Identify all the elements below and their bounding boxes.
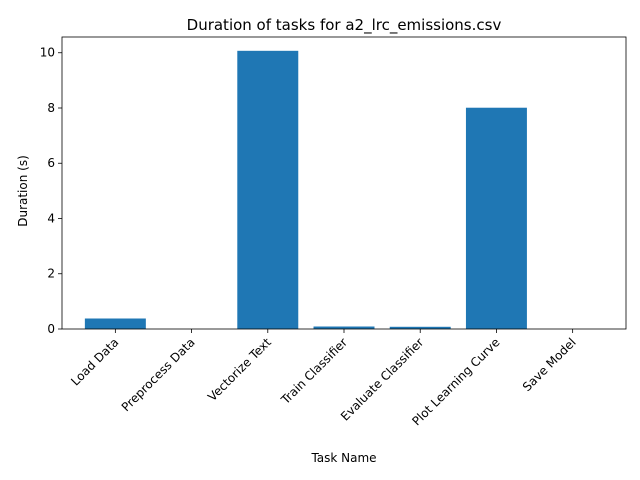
bar-5 — [465, 107, 527, 329]
x-tick-label-5: Plot Learning Curve — [409, 335, 502, 428]
x-axis-label: Task Name — [310, 451, 376, 465]
y-tick-label-4: 8 — [47, 101, 55, 115]
y-ticks-group: 0 2 4 6 8 10 — [40, 46, 62, 336]
y-tick-label-0: 0 — [47, 322, 55, 336]
y-tick-label-3: 6 — [47, 156, 55, 170]
y-tick-label-2: 4 — [47, 211, 55, 225]
y-axis-label: Duration (s) — [16, 155, 30, 227]
x-tick-label-1: Preprocess Data — [119, 335, 198, 414]
y-tick-label-5: 10 — [40, 46, 55, 60]
x-tick-label-4: Evaluate Classifier — [338, 335, 426, 423]
bars-group — [84, 50, 527, 329]
axes-group — [61, 36, 627, 330]
bar-3 — [313, 326, 375, 329]
x-tick-label-0: Load Data — [68, 335, 121, 388]
y-tick-label-1: 2 — [47, 267, 55, 281]
bar-2 — [237, 50, 299, 329]
x-tick-label-6: Save Model — [520, 335, 579, 394]
bar-4 — [389, 326, 451, 329]
x-tick-label-2: Vectorize Text — [205, 335, 274, 404]
chart-title: Duration of tasks for a2_lrc_emissions.c… — [187, 16, 502, 35]
x-tick-label-3: Train Classifier — [278, 335, 350, 407]
bar-0 — [84, 318, 146, 329]
plot-frame — [61, 36, 627, 330]
